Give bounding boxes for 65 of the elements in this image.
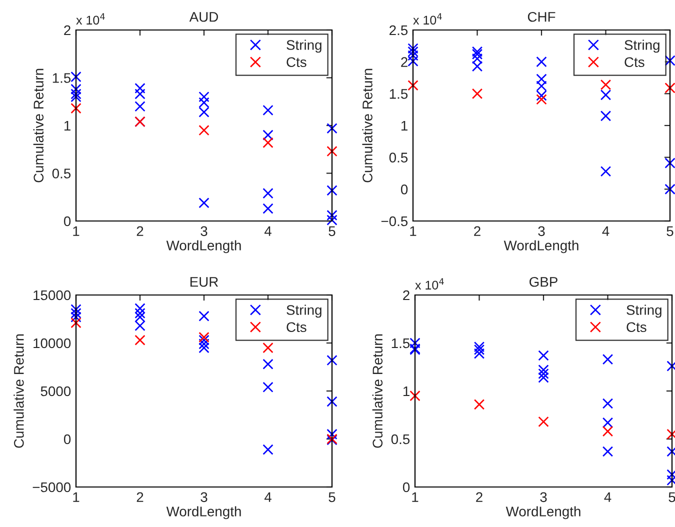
y-tick-label: 1	[401, 120, 408, 131]
x-tick-label: 4	[602, 226, 610, 236]
x-tick-label: 5	[666, 226, 674, 236]
x-tick-label: 4	[604, 492, 612, 502]
chart-title: GBP	[530, 276, 558, 287]
y-tick-label: 0	[64, 434, 71, 444]
y-axis-title: Cumulative Return	[372, 334, 383, 448]
x-tick-label: 3	[200, 226, 208, 236]
text: x 10$^{4}$	[415, 278, 444, 290]
x-tick-label: 4	[264, 492, 272, 502]
y-tick-label: 2	[403, 290, 410, 300]
y-tick-label: 0.5	[52, 168, 71, 178]
y-tick-label: 0	[400, 184, 408, 194]
x-tick-label: 5	[668, 492, 675, 502]
chart-title: CHF	[528, 12, 556, 22]
y-axis-title: Cumulative Return	[33, 68, 44, 182]
x-tick-label: 1	[73, 226, 80, 236]
x-tick-label: 3	[540, 492, 547, 502]
y-tick-label: 2	[401, 57, 408, 67]
y-axis-title: Cumulative Return	[14, 334, 24, 448]
legend-label: String	[624, 40, 660, 53]
legend-label: Cts	[626, 322, 646, 332]
y-tick-label: −0.5	[381, 216, 408, 226]
text: x 10$^{4}$	[76, 13, 105, 25]
x-tick-label: 2	[136, 226, 144, 236]
y-tick-label: 1.5	[390, 89, 408, 99]
legend-label: Cts	[286, 322, 306, 332]
y-tick-label: 0	[64, 216, 71, 226]
x-tick-label: 1	[410, 226, 416, 236]
y-tick-label: 10000	[34, 338, 71, 348]
chart-title: AUD	[189, 12, 218, 22]
x-tick-label: 4	[264, 226, 272, 236]
x-axis-title: WordLength	[506, 506, 580, 520]
legend-label: String	[626, 304, 662, 318]
legend-label: Cts	[624, 57, 644, 68]
y-tick-label: 0.5	[391, 434, 410, 444]
x-tick-label: 1	[412, 492, 418, 502]
y-tick-label: 0.5	[389, 152, 408, 163]
legend-label: String	[286, 40, 322, 53]
x-tick-label: 5	[328, 492, 336, 502]
y-tick-label: 0	[402, 482, 410, 492]
text: x 10$^{4}$	[413, 13, 442, 25]
y-tick-label: 1	[403, 386, 410, 396]
x-tick-label: 3	[200, 492, 208, 502]
y-tick-label: 5000	[40, 386, 71, 396]
y-tick-label: 2	[64, 25, 70, 36]
legend-label: String	[286, 304, 322, 318]
y-tick-label: 2.5	[390, 25, 408, 36]
chart-title: EUR	[190, 277, 218, 287]
x-axis-title: WordLength	[504, 240, 578, 254]
x-tick-label: 2	[476, 492, 482, 502]
x-tick-label: 3	[538, 226, 545, 236]
legend-label: Cts	[286, 57, 306, 68]
y-tick-label: 1	[64, 120, 70, 131]
x-axis-title: WordLength	[166, 506, 241, 520]
x-tick-label: 2	[136, 492, 144, 502]
y-axis-title: Cumulative Return	[362, 68, 372, 182]
x-axis-title: WordLength	[166, 240, 241, 254]
y-tick-label: 1.5	[392, 338, 410, 348]
x-tick-label: 2	[474, 226, 480, 236]
y-tick-label: 15000	[34, 290, 71, 300]
x-tick-label: 1	[73, 492, 80, 502]
x-tick-label: 5	[328, 226, 336, 236]
y-tick-label: 1.5	[52, 73, 71, 83]
y-tick-label: −5000	[32, 482, 71, 492]
